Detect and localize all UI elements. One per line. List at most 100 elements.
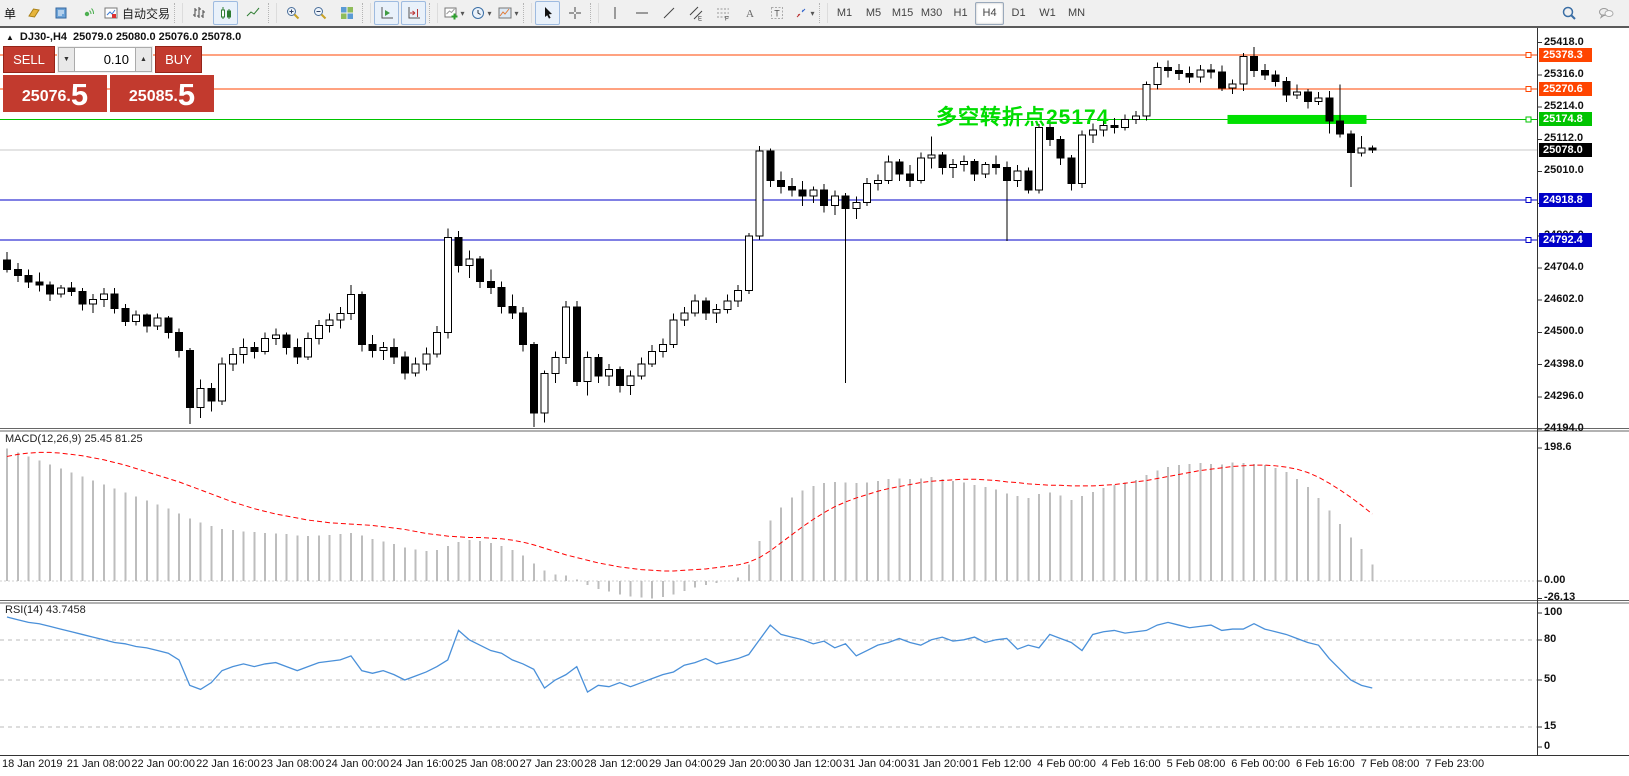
- templates-icon[interactable]: ▾: [495, 1, 520, 25]
- quote-line: ▲ DJ30-,H4 25079.0 25080.0 25076.0 25078…: [6, 31, 241, 43]
- signals-icon: [84, 8, 94, 17]
- timeframe-h4[interactable]: H4: [975, 1, 1005, 25]
- tile-windows-icon[interactable]: [334, 1, 359, 25]
- vertical-line-icon[interactable]: [602, 1, 627, 25]
- sell-price-box[interactable]: 25076. 5: [3, 75, 107, 112]
- date-label: 24 Jan 16:00: [390, 758, 454, 770]
- indicators-icon: [444, 7, 458, 20]
- timeframe-m15[interactable]: M15: [891, 7, 914, 19]
- timeframe-d1[interactable]: D1: [1011, 7, 1026, 19]
- timeframe-m1[interactable]: M1: [836, 7, 853, 19]
- arrows-icon[interactable]: ▾: [791, 1, 816, 25]
- sell-price-base: 25076: [21, 88, 67, 105]
- toolbar-separator: [819, 3, 829, 23]
- periods-icon[interactable]: ▾: [468, 1, 493, 25]
- rsi-tick-label: 80: [1544, 632, 1557, 645]
- date-label: 28 Jan 12:00: [584, 758, 648, 770]
- price-tick-label: 24602.0: [1544, 293, 1584, 306]
- text-label-icon[interactable]: T: [764, 1, 789, 25]
- ohlc-values: 25079.0 25080.0 25076.0 25078.0: [73, 31, 242, 43]
- collapse-arrow-icon[interactable]: ▲: [6, 32, 14, 42]
- dropdown-arrow-icon[interactable]: ▾: [810, 8, 815, 18]
- volume-input[interactable]: [75, 47, 135, 72]
- market-watch-icon[interactable]: [48, 1, 73, 25]
- price-tick-label: 24296.0: [1544, 389, 1584, 402]
- dropdown-arrow-icon[interactable]: ▾: [487, 8, 492, 18]
- timeframe-h1[interactable]: H1: [953, 7, 968, 19]
- price-badge: 25270.6: [1539, 82, 1592, 97]
- date-label: 21 Jan 08:00: [66, 758, 131, 770]
- horizontal-line-icon[interactable]: [629, 1, 654, 25]
- chat-icon: [1598, 8, 1613, 19]
- date-label: 31 Jan 20:00: [907, 758, 972, 770]
- timeframe-m5[interactable]: M5: [865, 7, 882, 19]
- timeframe-m30[interactable]: M30: [920, 7, 943, 19]
- rsi-indicator-label: RSI(14) 43.7458: [5, 604, 86, 616]
- timeframe-bar: M1 M5 M15 M30 H1 H4 D1 W1 MN: [830, 1, 1091, 25]
- date-label: 29 Jan 04:00: [649, 758, 713, 770]
- date-label: 22 Jan 16:00: [196, 758, 260, 770]
- templates-icon: [498, 7, 512, 19]
- crosshair-icon[interactable]: [562, 1, 587, 25]
- cursor-icon[interactable]: [535, 1, 561, 25]
- price-tick-label: 25418.0: [1544, 35, 1584, 48]
- buy-button[interactable]: BUY: [155, 46, 202, 73]
- zoom-out-icon: [313, 7, 326, 20]
- horizontal-line-icon: [635, 12, 648, 14]
- dropdown-arrow-icon[interactable]: ▾: [460, 8, 465, 18]
- buy-price-base: 25085: [128, 88, 174, 105]
- date-label: 7 Feb 23:00: [1425, 758, 1485, 770]
- buy-price-box[interactable]: 25085. 5: [110, 75, 214, 112]
- date-label: 6 Feb 00:00: [1231, 758, 1291, 770]
- zoom-in-icon[interactable]: [280, 1, 305, 25]
- search-icon: [1562, 6, 1576, 20]
- volume-down-button[interactable]: ▼: [58, 47, 75, 72]
- date-label: 6 Feb 16:00: [1296, 758, 1355, 770]
- date-label: 30 Jan 12:00: [778, 758, 843, 770]
- macd-tick-label: -26.13: [1544, 591, 1576, 604]
- new-order-icon[interactable]: [21, 1, 46, 25]
- price-tick-label: 24194.0: [1544, 421, 1584, 434]
- price-tick-label: 25214.0: [1544, 100, 1584, 113]
- volume-up-button[interactable]: ▲: [135, 47, 152, 72]
- fibonacci-icon[interactable]: F: [710, 1, 735, 25]
- trendline-icon[interactable]: [656, 1, 681, 25]
- toolbar-separator: [590, 3, 600, 23]
- tile-windows-icon: [340, 7, 353, 19]
- chart-shift-icon[interactable]: [401, 1, 427, 25]
- search-icon[interactable]: [1556, 1, 1581, 25]
- sell-price-dot: .: [66, 88, 71, 105]
- price-tick-label: 25316.0: [1544, 67, 1584, 80]
- bar-chart-icon[interactable]: [186, 1, 211, 25]
- symbol-period-label: DJ30-,H4: [19, 31, 67, 43]
- date-label: 1 Feb 12:00: [972, 758, 1032, 770]
- rsi-tick-label: 50: [1544, 673, 1557, 685]
- signals-icon[interactable]: [75, 1, 100, 25]
- date-label: 24 Jan 00:00: [325, 758, 390, 770]
- timeframe-w1[interactable]: W1: [1039, 7, 1056, 19]
- arrows-icon: [796, 8, 805, 18]
- candlestick-chart-icon[interactable]: [213, 1, 239, 25]
- timeframe-mn[interactable]: MN: [1067, 7, 1086, 19]
- new-order-icon: [27, 8, 40, 18]
- sell-button[interactable]: SELL: [3, 46, 55, 73]
- line-chart-icon[interactable]: [240, 1, 265, 25]
- menu-text[interactable]: 单: [4, 6, 17, 21]
- zoom-out-icon[interactable]: [307, 1, 332, 25]
- auto-scroll-icon[interactable]: [374, 1, 400, 25]
- trendline-icon: [663, 7, 674, 19]
- chart-area[interactable]: [0, 28, 1537, 755]
- dropdown-arrow-icon[interactable]: ▾: [514, 8, 519, 18]
- autotrading-button[interactable]: 自动交易: [102, 1, 171, 25]
- text-icon[interactable]: A: [737, 1, 762, 25]
- indicators-icon[interactable]: ▾: [441, 1, 466, 25]
- svg-text:F: F: [725, 17, 729, 22]
- line-chart-icon: [246, 7, 259, 17]
- channel-icon[interactable]: E: [683, 1, 708, 25]
- toolbar-separator: [523, 3, 533, 23]
- toolbar-separator: [174, 3, 184, 23]
- chat-icon[interactable]: [1593, 1, 1618, 25]
- cursor-icon: [544, 7, 552, 19]
- date-label: 23 Jan 08:00: [260, 758, 325, 770]
